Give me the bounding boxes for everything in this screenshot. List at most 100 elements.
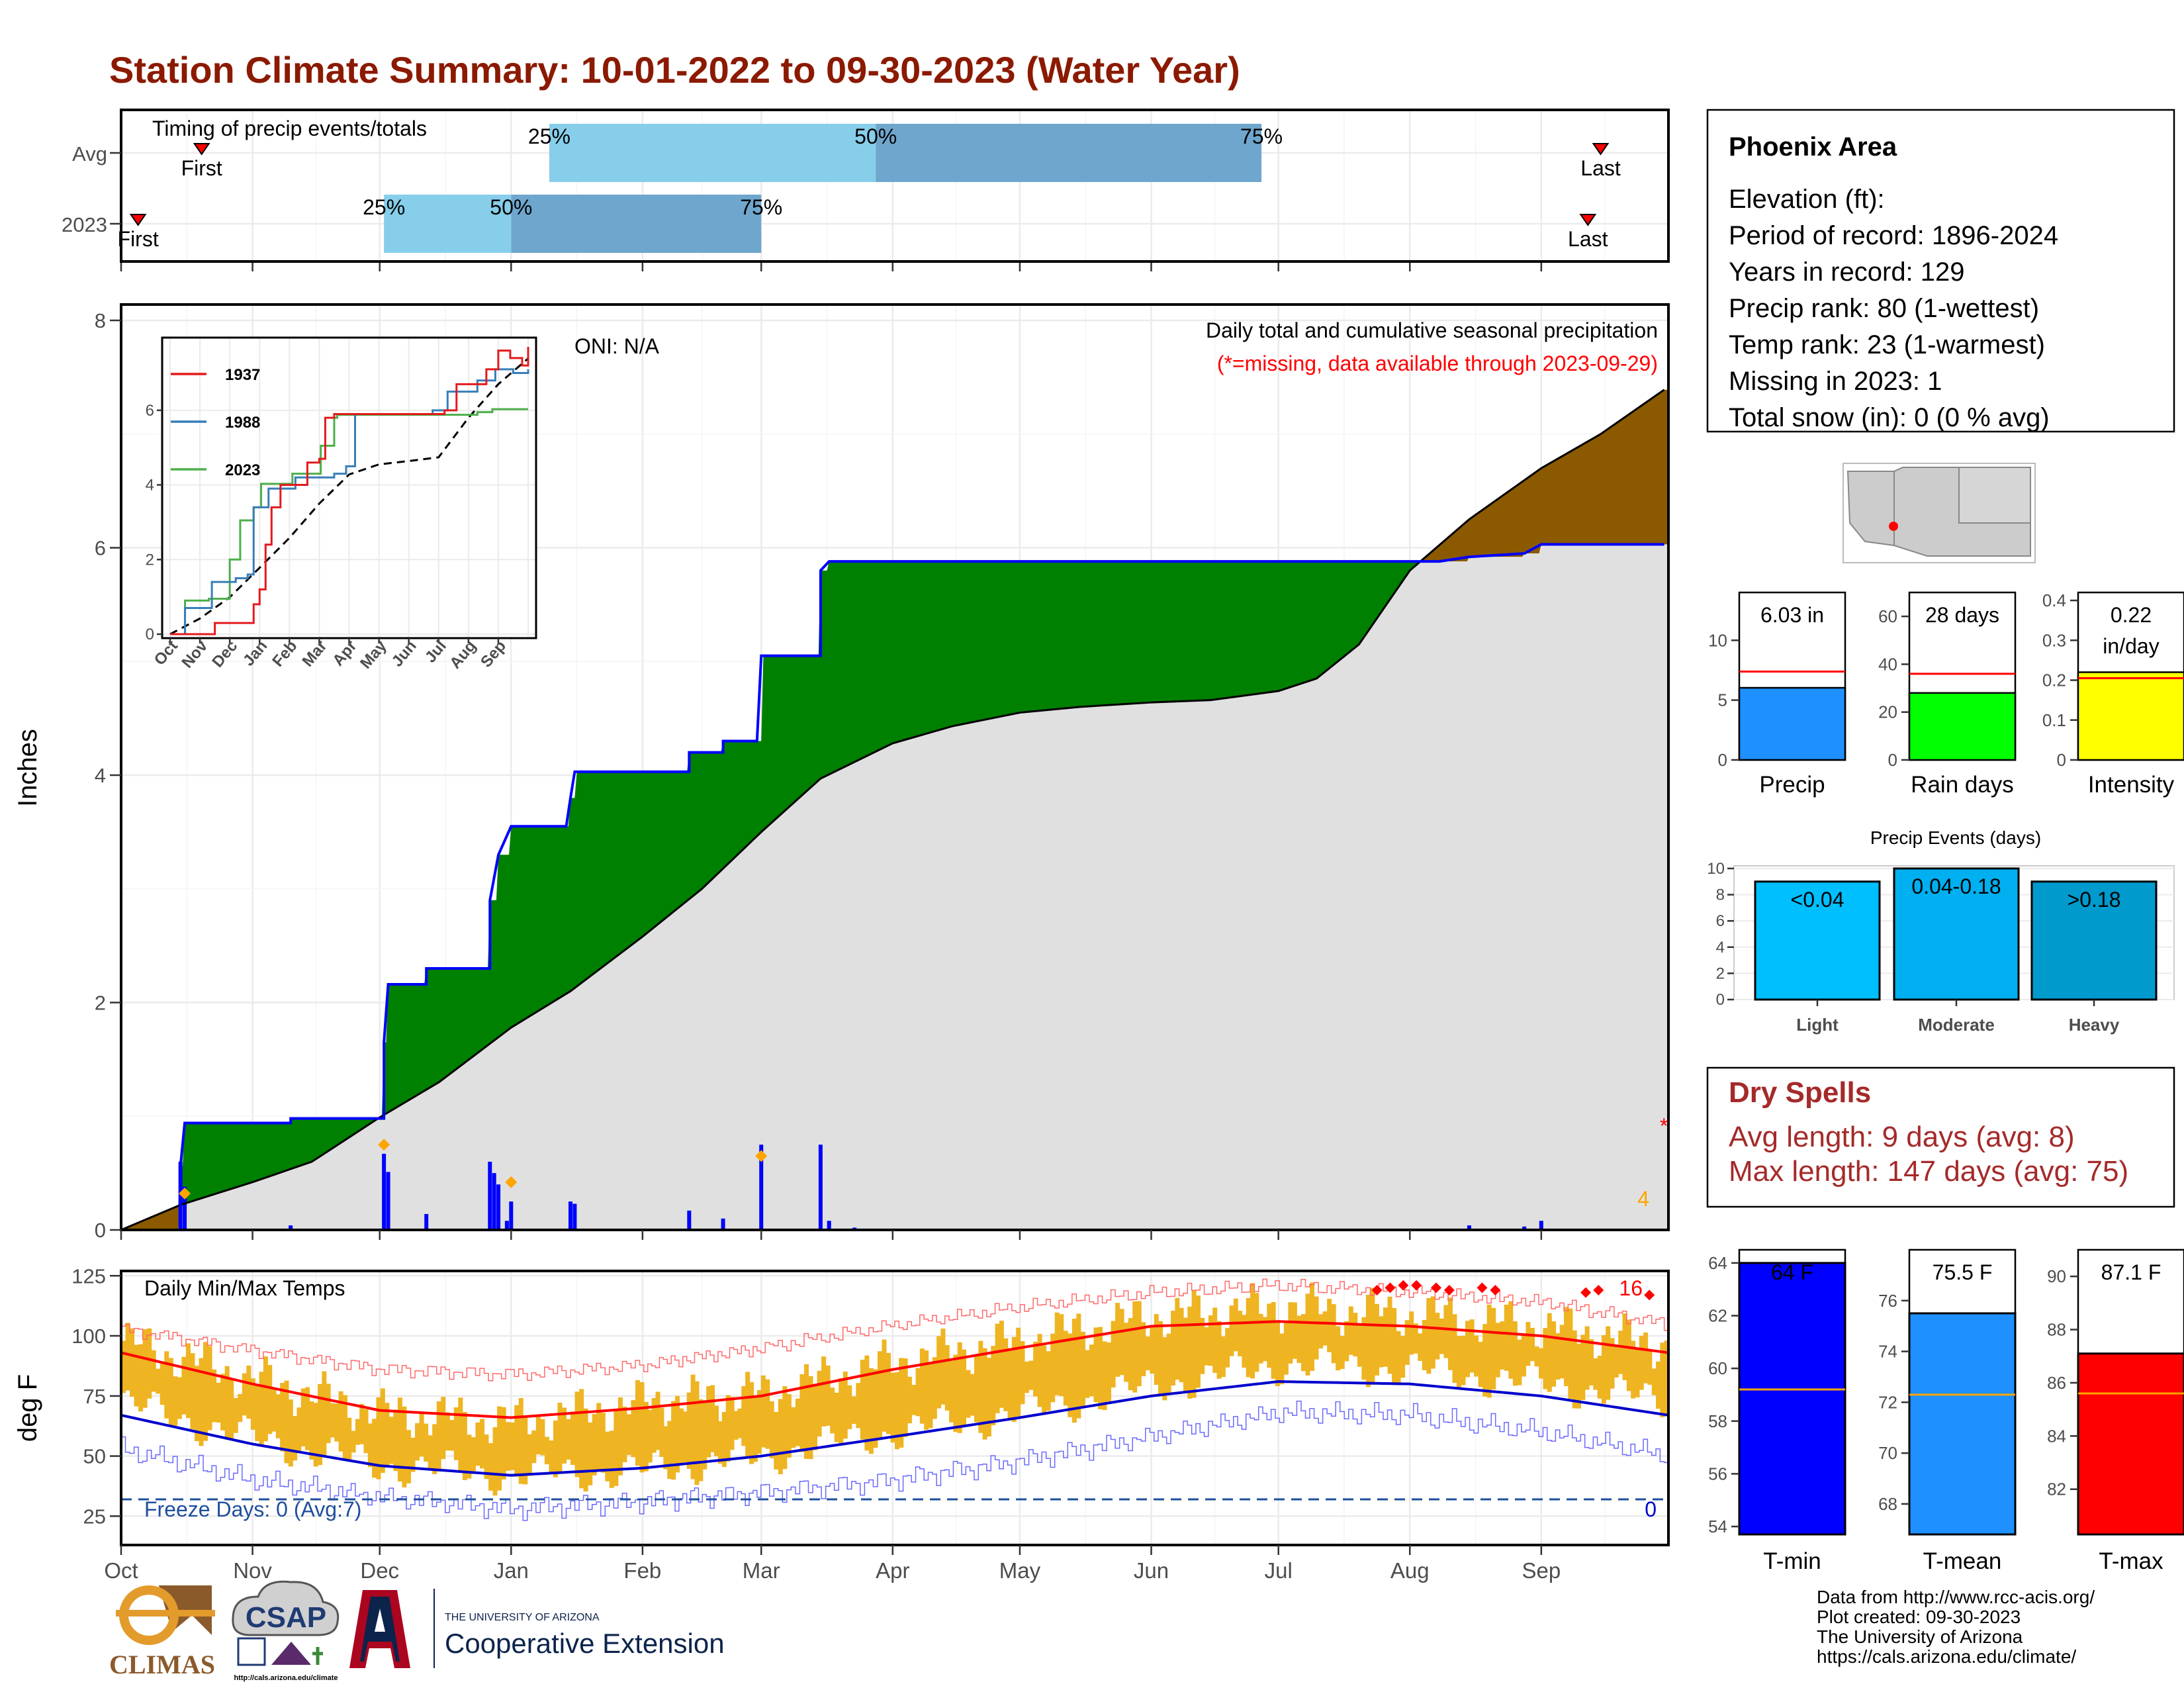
daily-temp-bar xyxy=(1491,1307,1496,1390)
timing-avg-q1-bar xyxy=(549,124,876,182)
daily-temp-bar xyxy=(1187,1306,1193,1399)
daily-temp-bar xyxy=(1314,1296,1319,1360)
timing-avg-first-label: First xyxy=(181,156,222,180)
daily-temp-bar xyxy=(1452,1314,1457,1383)
daily-temp-bar xyxy=(966,1370,971,1418)
daily-temp-bar xyxy=(733,1411,739,1440)
daily-temp-bar xyxy=(436,1401,441,1470)
temp-ytick-label: 25 xyxy=(83,1505,106,1528)
event-name-label: Light xyxy=(1796,1015,1839,1035)
month-label-oct: Oct xyxy=(104,1558,138,1583)
station-info-line: Total snow (in): 0 (0 % avg) xyxy=(1729,403,2050,432)
inset-xtick-label: Dec xyxy=(208,637,241,671)
temp-ytick-label: 58 xyxy=(1708,1411,1727,1431)
daily-temp-bar xyxy=(173,1376,178,1426)
record-low-count: 0 xyxy=(1645,1497,1657,1521)
daily-temp-bar xyxy=(1331,1304,1336,1364)
precip-events-panel: Precip Events (days) 0 2 4 6 8 10 <0.04 Light 0.… xyxy=(1707,827,2175,1035)
daily-temp-bar xyxy=(663,1426,668,1470)
timing-avg-first-marker xyxy=(193,143,210,156)
daily-temp-bar xyxy=(970,1374,975,1416)
record-high-marker xyxy=(1593,1285,1604,1296)
station-info-line: Years in record: 129 xyxy=(1729,258,1965,287)
daily-temp-bar xyxy=(1539,1348,1544,1379)
record-high-marker xyxy=(1644,1289,1655,1301)
daily-temp-bar xyxy=(142,1329,148,1408)
inset-legend-label-1937: 1937 xyxy=(225,366,260,384)
record-high-marker xyxy=(1443,1285,1455,1296)
daily-temp-bar xyxy=(288,1399,293,1467)
daily-temp-bar xyxy=(275,1394,281,1438)
daily-temp-bar xyxy=(293,1415,298,1461)
daily-temp-bar xyxy=(492,1427,498,1496)
month-label-aug: Aug xyxy=(1390,1558,1430,1583)
summary-ytick-label: 0 xyxy=(1718,750,1727,770)
daily-temp-bar xyxy=(737,1408,743,1438)
daily-temp-bar xyxy=(944,1345,950,1411)
daily-temp-bar xyxy=(1543,1328,1548,1389)
daily-temp-bar xyxy=(1042,1345,1047,1413)
daily-temp-bar xyxy=(1300,1314,1306,1372)
daily-temp-bar xyxy=(756,1390,762,1454)
daily-temp-bar xyxy=(238,1393,243,1423)
daily-temp-bar xyxy=(1191,1289,1197,1398)
daily-temp-bar xyxy=(1631,1340,1636,1399)
daily-temp-bar xyxy=(1447,1297,1453,1370)
daily-temp-bar xyxy=(957,1342,962,1433)
daily-temp-bar xyxy=(458,1397,463,1473)
daily-temp-bar xyxy=(1409,1311,1414,1355)
summary-bar-precip: 0 5 10 6.03 in Precip xyxy=(1708,591,1846,798)
precip-ytick-label: 6 xyxy=(95,537,106,560)
daily-temp-bar xyxy=(355,1419,360,1445)
daily-temp-bar xyxy=(1011,1336,1017,1422)
daily-temp-bar xyxy=(1225,1328,1230,1368)
events-ytick-label: 10 xyxy=(1707,860,1725,878)
dry-spells-avg: Avg length: 9 days (avg: 8) xyxy=(1729,1121,2075,1153)
daily-temp-bar xyxy=(1474,1335,1479,1377)
daily-temp-bar xyxy=(1478,1342,1483,1387)
daily-temp-bar xyxy=(1195,1295,1201,1388)
summary-ytick-label: 0.4 xyxy=(2042,590,2066,610)
dry-spells-max: Max length: 147 days (avg: 75) xyxy=(1729,1155,2128,1188)
summary-ytick-label: 60 xyxy=(1878,606,1897,626)
month-label-dec: Dec xyxy=(360,1558,399,1583)
daily-temp-bar xyxy=(1383,1307,1388,1367)
daily-temp-bar xyxy=(1580,1335,1586,1400)
daily-temp-bar xyxy=(1028,1360,1034,1390)
daily-temp-bar xyxy=(817,1370,822,1437)
station-info-line: Period of record: 1896-2024 xyxy=(1729,221,2058,250)
daily-precip-bar xyxy=(1539,1221,1543,1230)
temp-ytick-label: 74 xyxy=(1878,1342,1897,1362)
daily-temp-bar xyxy=(280,1383,285,1452)
daily-temp-bar xyxy=(643,1401,649,1472)
record-high-marker xyxy=(1430,1282,1441,1293)
daily-temp-bar xyxy=(579,1389,584,1489)
daily-precip-bar xyxy=(1522,1226,1527,1230)
daily-temp-bar xyxy=(752,1396,758,1462)
daily-temp-bar xyxy=(393,1409,398,1472)
temp-ytick-label: 88 xyxy=(2047,1320,2066,1340)
daily-temp-bar xyxy=(667,1421,672,1479)
oni-label: ONI: N/A xyxy=(574,334,660,358)
missing-marker: * xyxy=(1660,1114,1668,1138)
daily-temp-bar xyxy=(351,1430,356,1453)
daily-temp-bar xyxy=(242,1373,247,1416)
daily-precip-bar xyxy=(509,1201,514,1230)
daily-temp-bar xyxy=(851,1396,856,1425)
daily-temp-bar xyxy=(915,1368,921,1417)
temp-ytick-label: 125 xyxy=(71,1264,106,1288)
temp-ytick-label: 90 xyxy=(2047,1266,2066,1286)
temp-bar-t-max: 82 84 86 88 90 87.1 F T-max xyxy=(2047,1248,2184,1574)
csap-logo-text: CSAP xyxy=(246,1601,326,1634)
daily-precip-bar xyxy=(572,1203,577,1230)
daily-temp-bar xyxy=(1348,1306,1353,1355)
daily-temp-bar xyxy=(830,1387,835,1434)
timing-avg-75-label: 75% xyxy=(1240,124,1283,148)
daily-temp-bar xyxy=(1292,1302,1297,1359)
daily-temp-bar xyxy=(1564,1307,1569,1386)
month-label-mar: Mar xyxy=(743,1558,780,1583)
daily-temp-bar xyxy=(882,1339,887,1432)
daily-precip-bar xyxy=(504,1221,509,1230)
daily-temp-bar xyxy=(1136,1301,1142,1387)
precip-ytick-label: 0 xyxy=(95,1219,106,1242)
